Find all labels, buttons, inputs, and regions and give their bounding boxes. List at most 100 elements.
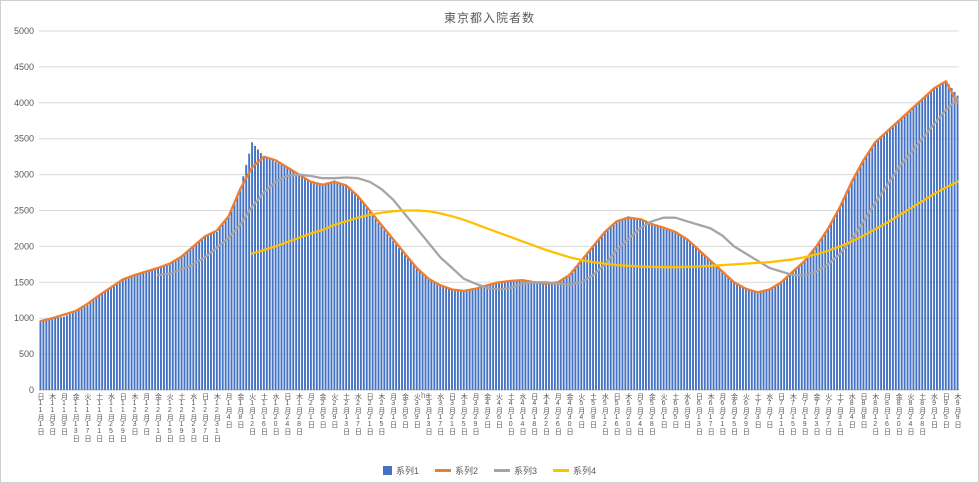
x-tick-label: 月3月29日: [471, 393, 479, 435]
x-tick-label: 月8月16日: [883, 393, 891, 435]
y-tick-label: 4000: [14, 98, 34, 108]
series3-line-swatch-icon: [494, 469, 510, 472]
x-tick-label: 日2月21日: [366, 393, 374, 435]
legend-item-series1[interactable]: 系列1: [382, 464, 419, 477]
legend-label-series2: 系列2: [454, 466, 478, 476]
x-tick-label: 木11月5日: [48, 393, 56, 435]
x-tick-label: 木6月17日: [707, 393, 715, 435]
x-tick-label: 日11月1日: [36, 393, 44, 435]
x-tick-label: 木1月28日: [295, 393, 303, 435]
x-tick-label: 日7月11日: [777, 393, 785, 435]
x-tick-label: 土12月19日: [178, 393, 186, 442]
legend-item-series4[interactable]: 系列4: [553, 464, 596, 477]
x-tick-label: 日6月13日: [695, 393, 703, 435]
x-tick-label: 木5月20日: [624, 393, 632, 435]
x-tick-label: 水2月17日: [354, 393, 362, 435]
x-tick-label: 月5月24日: [636, 393, 644, 435]
x-tick-label: 木7月15日: [789, 393, 797, 435]
x-tick-label: 月1月4日: [225, 393, 233, 428]
x-tick-label: 火11月17日: [83, 393, 91, 442]
x-tick-label: 火1月12日: [248, 393, 256, 435]
x-tick-label: 火5月4日: [577, 393, 585, 428]
x-tick-label: 火6月1日: [660, 393, 668, 428]
x-tick-label: 火2月9日: [330, 393, 338, 428]
x-tick-label: 水11月25日: [107, 393, 115, 442]
x-tick-label: 水4月14日: [519, 393, 526, 435]
x-tick-label: 木2月25日: [377, 393, 385, 435]
y-tick-label: 3000: [14, 170, 34, 180]
y-tick-label: 5000: [14, 26, 34, 36]
x-tick-label: 日5月16日: [613, 393, 621, 435]
x-tick-label: 土6月5日: [671, 393, 679, 428]
x-tick-label: 木9月9日: [954, 393, 962, 428]
x-tick-label: 土8月28日: [918, 393, 926, 435]
x-tick-label: 金3月5日: [401, 393, 409, 428]
x-tick-label: 月4月26日: [554, 393, 562, 435]
y-tick-label: 1500: [14, 277, 34, 287]
x-tick-label: 水12月23日: [189, 393, 197, 442]
x-tick-label: 木12月31日: [213, 393, 221, 442]
x-tick-label: 土1月16日: [260, 393, 268, 435]
x-tick-label: 金5月28日: [648, 393, 656, 435]
x-tick-label: 日9月5日: [942, 393, 950, 428]
x-tick-label: 水3月17日: [436, 393, 444, 435]
x-tick-label: 月6月21日: [718, 393, 726, 435]
x-tick-label: 日12月27日: [201, 393, 209, 442]
series1-bar-swatch-icon: [382, 466, 392, 475]
x-tick-label: 月12月7日: [142, 393, 150, 435]
series4-line-swatch-icon: [553, 469, 570, 472]
x-tick-label: 金1月8日: [236, 393, 244, 428]
line-series2[interactable]: [39, 80, 959, 323]
chart-title[interactable]: 東京都入院者数: [443, 11, 535, 25]
x-tick-label: 金7月23日: [812, 393, 820, 435]
x-tick-label: 金4月2日: [483, 393, 491, 428]
x-tick-label: 火7月27日: [824, 393, 832, 435]
y-tick-label: 4500: [14, 62, 34, 72]
x-tick-label: 月7月19日: [801, 393, 809, 435]
legend-label-series3: 系列3: [514, 466, 538, 476]
x-tick-label: 木4月22日: [542, 393, 550, 435]
y-tick-label: 0: [29, 385, 34, 395]
x-tick-label: 月11月9日: [60, 393, 68, 435]
y-tick-label: 3500: [14, 134, 34, 144]
x-tick-label: 土7月3日: [754, 393, 762, 428]
x-tick-label: 土7月31日: [836, 393, 844, 435]
x-tick-label: 金4月30日: [566, 393, 574, 435]
x-tick-label: 火4月6日: [495, 393, 503, 428]
x-tick-label: 日11月29日: [119, 393, 127, 442]
x-tick-label: 木12月3日: [131, 393, 139, 435]
x-tick-label: 土4月10日: [507, 393, 515, 435]
x-tick-label: 土5月8日: [589, 393, 597, 428]
y-tick-label: 2500: [14, 206, 34, 216]
x-tick-label: 木8月12日: [871, 393, 879, 435]
x-tick-label: 水8月4日: [848, 393, 856, 428]
x-tick-label: 土2月13日: [342, 393, 350, 435]
x-tick-label: 水9月1日: [930, 393, 938, 428]
x-tick-label: 水7月7日: [765, 393, 773, 428]
x-tick-label: 火3月9日: [413, 393, 421, 428]
x-tick-label: 土11月21日: [95, 393, 103, 442]
x-tick-label: 火8月24日: [907, 393, 914, 435]
bars-series1[interactable]: [39, 80, 959, 391]
x-tick-label: 月3月1日: [389, 393, 397, 428]
y-tick-label: 1000: [14, 313, 34, 323]
legend-item-series2[interactable]: 系列2: [434, 464, 478, 477]
x-tick-label: 木3月25日: [460, 393, 468, 435]
y-tick-label: 500: [19, 349, 34, 359]
x-tick-label: 日3月21日: [448, 393, 456, 435]
legend-item-series3[interactable]: 系列3: [494, 464, 537, 477]
x-tick-label: 水5月12日: [601, 393, 609, 435]
x-tick-label: 金12月11日: [154, 393, 162, 442]
x-tick-label: 金6月25日: [730, 393, 738, 435]
line-series4[interactable]: [250, 180, 959, 269]
x-tick-label: 日4月18日: [530, 393, 538, 435]
x-tick-label: 土3月13日: [424, 393, 432, 435]
x-tick-label: 金11月13日: [72, 393, 80, 442]
legend-label-series1: 系列1: [395, 466, 419, 476]
y-tick-label: 2000: [14, 241, 34, 251]
legend-label-series4: 系列4: [573, 466, 597, 476]
x-tick-label: 金2月5日: [319, 393, 327, 428]
line-series3[interactable]: [156, 98, 959, 291]
